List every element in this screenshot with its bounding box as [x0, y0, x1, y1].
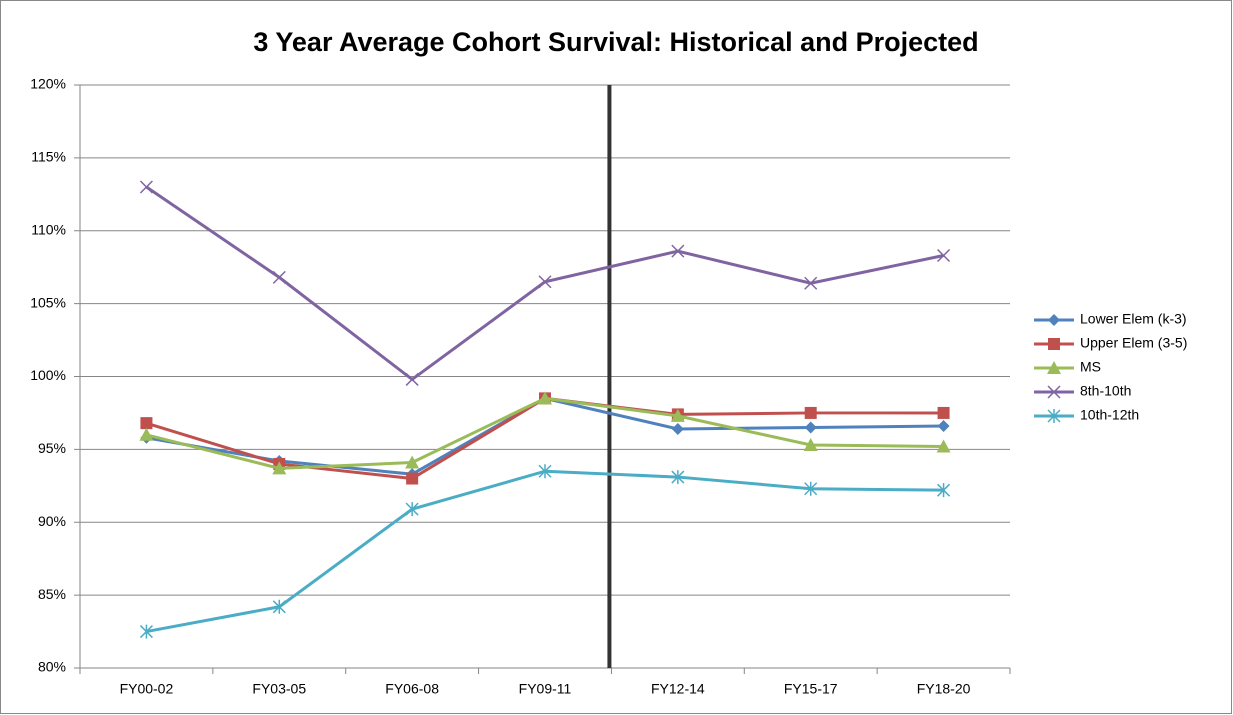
x-tick-label: FY15-17 [784, 681, 838, 697]
marker [272, 599, 286, 614]
y-tick-label: 80% [38, 659, 66, 675]
marker [936, 439, 951, 453]
x-tick-label: FY03-05 [252, 681, 306, 697]
marker [1047, 385, 1061, 399]
y-tick-label: 95% [38, 440, 66, 456]
marker [139, 180, 153, 194]
marker [937, 406, 950, 419]
marker [937, 248, 951, 263]
y-tick-label: 105% [30, 294, 66, 310]
legend-label: MS [1080, 359, 1101, 375]
y-tick-label: 115% [31, 149, 66, 165]
y-tick-label: 85% [38, 586, 66, 602]
marker [1047, 409, 1061, 423]
marker [538, 391, 552, 405]
y-tick-label: 100% [30, 367, 66, 383]
marker [272, 461, 287, 475]
marker [937, 420, 950, 433]
marker [140, 417, 153, 430]
legend-label: Upper Elem (3-5) [1080, 335, 1187, 351]
marker [405, 455, 420, 469]
marker [405, 372, 419, 386]
marker [139, 427, 154, 441]
x-tick-label: FY12-14 [651, 681, 705, 697]
marker [1048, 338, 1060, 350]
x-tick-label: FY00-02 [120, 681, 174, 697]
y-tick-label: 110% [31, 221, 66, 237]
legend-label: 10th-12th [1080, 407, 1139, 423]
marker [1048, 314, 1060, 326]
x-tick-label: FY18-20 [917, 681, 971, 697]
y-tick-label: 90% [38, 513, 66, 529]
marker [804, 421, 817, 434]
marker [1047, 361, 1061, 374]
marker [538, 464, 552, 479]
marker [405, 502, 419, 517]
x-tick-label: FY09-11 [519, 681, 572, 697]
marker [671, 422, 684, 435]
legend-label: Lower Elem (k-3) [1080, 311, 1187, 327]
marker [804, 276, 818, 290]
marker [538, 275, 552, 289]
marker [671, 244, 685, 258]
marker [670, 408, 685, 422]
marker [139, 624, 153, 639]
legend-label: 8th-10th [1080, 383, 1131, 399]
y-tick-label: 120% [30, 76, 66, 92]
marker [272, 270, 286, 284]
marker [804, 406, 817, 419]
marker [803, 438, 818, 452]
marker [671, 470, 685, 485]
chart-title: 3 Year Average Cohort Survival: Historic… [253, 27, 978, 57]
x-tick-label: FY06-08 [385, 681, 439, 697]
marker [804, 481, 818, 496]
marker [937, 483, 951, 498]
marker [406, 472, 419, 485]
